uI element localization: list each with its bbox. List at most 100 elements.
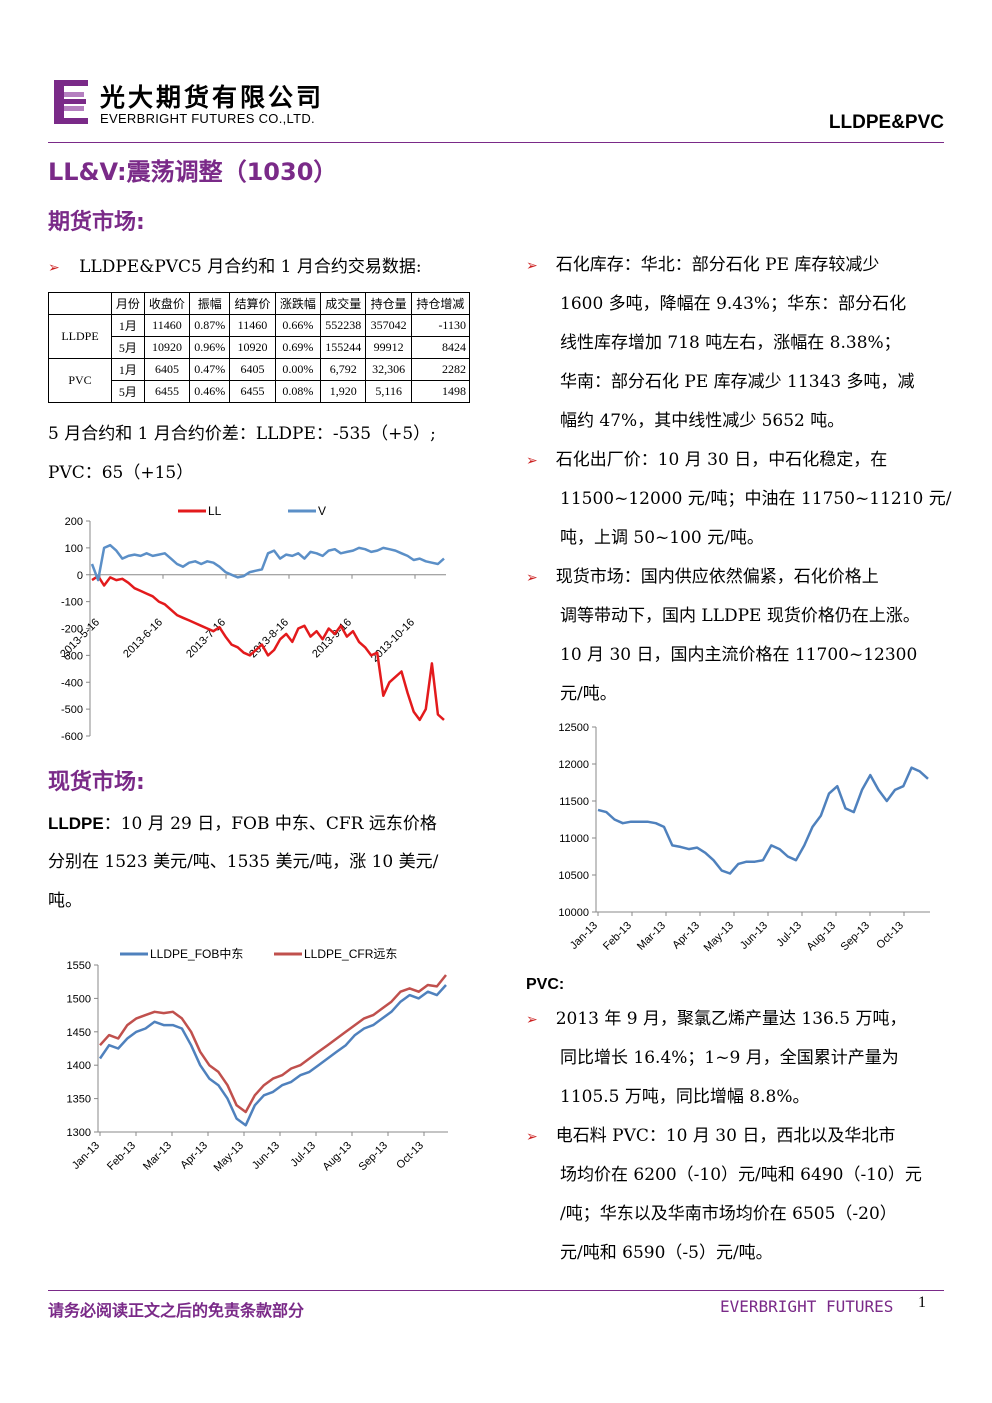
x-tick-label: Feb-13 — [601, 920, 634, 953]
b3-line: 10 月 30 日，国内主流价格在 11700~12300 — [560, 636, 917, 675]
table-cell: 2282 — [410, 358, 471, 381]
x-tick-label: Feb-13 — [105, 1140, 138, 1173]
b4-text: 1105.5 万吨，同比增幅 8.8%。 — [560, 1087, 810, 1107]
x-tick-label: May-13 — [702, 920, 736, 954]
footer-divider — [48, 1290, 944, 1291]
y-tick-label: 100 — [65, 543, 83, 555]
futures-intro: ➢ LLDPE&PVC5 月合约和 1 月合约交易数据: — [48, 252, 422, 277]
y-tick-label: -500 — [61, 704, 83, 716]
b5-line: ➢ 电石料 PVC：10 月 30 日，西北以及华北市 — [526, 1117, 895, 1157]
y-tick-label: 10000 — [558, 907, 589, 919]
table-cell: 5,116 — [365, 380, 412, 403]
b1-text: 幅约 47%，其中线性减少 5652 吨。 — [560, 411, 845, 431]
report-title: LL&V:震荡调整（1030） — [48, 158, 338, 186]
b3-line: 元/吨。 — [560, 675, 617, 714]
table-header-cell: 振幅 — [189, 292, 231, 315]
lldpe-label: LLDPE — [48, 814, 104, 833]
pvc-heading: PVC: — [526, 976, 565, 993]
table-cell: 1月 — [111, 358, 145, 381]
company-logo — [50, 78, 90, 126]
page-number: 1 — [918, 1294, 926, 1311]
table-header-cell: 持仓增减 — [410, 292, 471, 315]
table-cell: 1498 — [410, 380, 471, 403]
x-tick-label: 2013-9-16 — [310, 616, 354, 660]
series-line-2 — [90, 543, 445, 582]
b5-text: /吨；华东以及华南市场均价在 6505（-20） — [560, 1204, 897, 1224]
b2-text: 11500~12000 元/吨；中油在 11750~11210 元/ — [560, 489, 952, 509]
table-cell: 357042 — [365, 314, 412, 337]
b4-line: 同比增长 16.4%；1~9 月，全国累计产量为 — [560, 1039, 899, 1078]
legend-label: LLDPE_CFR远东 — [304, 947, 397, 961]
b3-text: 10 月 30 日，国内主流价格在 11700~12300 — [560, 645, 918, 665]
table-cell: 552238 — [320, 314, 367, 337]
b2-line: 11500~12000 元/吨；中油在 11750~11210 元/ — [560, 480, 951, 519]
b3-text: 元/吨。 — [560, 684, 617, 704]
x-tick-label: Aug-13 — [321, 1140, 355, 1174]
b1-line: 华南：部分石化 PE 库存减少 11343 多吨，减 — [560, 363, 915, 402]
header-divider — [48, 142, 944, 143]
x-tick-label: Jan-13 — [568, 920, 600, 952]
b3-text: 调等带动下，国内 LLDPE 现货价格仍在上涨。 — [560, 606, 920, 626]
x-tick-label: Apr-13 — [178, 1140, 210, 1172]
futures-intro-text: LLDPE&PVC5 月合约和 1 月合约交易数据: — [79, 257, 422, 277]
x-tick-label: May-13 — [212, 1140, 246, 1174]
table-row: LLDPE 1月 11460 0.87% 11460 0.66% 552238 … — [48, 314, 471, 359]
y-tick-label: 1550 — [67, 960, 91, 972]
x-tick-label: Oct-13 — [394, 1140, 426, 1172]
x-tick-label: Jun-13 — [738, 920, 770, 952]
x-tick-label: 2013-10-16 — [369, 616, 417, 664]
y-tick-label: 1400 — [67, 1060, 91, 1072]
legend-label: LL — [208, 504, 222, 518]
spot-lldpe-line-3: 吨。 — [48, 891, 82, 911]
futures-table: 月份 收盘价 振幅 结算价 涨跌幅 成交量 持仓量 持仓增减 LLDPE 1月 … — [48, 292, 471, 403]
b3-line: 调等带动下，国内 LLDPE 现货价格仍在上涨。 — [560, 597, 920, 636]
table-cell: 6455 — [229, 380, 276, 403]
x-tick-label: Sep-13 — [839, 920, 873, 954]
x-tick-label: Sep-13 — [357, 1140, 391, 1174]
x-tick-label: Jun-13 — [250, 1140, 282, 1172]
b1-text: 石化库存：华北：部分石化 PE 库存较减少 — [555, 255, 880, 275]
table-cell: 0.66% — [274, 314, 322, 337]
table-row: 5月 10920 0.96% 10920 0.69% 155244 99912 … — [49, 336, 471, 359]
footer-disclaimer: 请务必阅读正文之后的免责条款部分 — [48, 1301, 305, 1320]
spread-chart: 2001000-100-200-300-400-500-6002013-5-16… — [58, 504, 446, 743]
bullet-arrow-icon: ➢ — [48, 260, 60, 276]
y-tick-label: -300 — [61, 650, 83, 662]
spot-lldpe-text: ：10 月 29 日，FOB 中东、CFR 远东价格 — [103, 814, 437, 834]
b4-text: 2013 年 9 月，聚氯乙烯产量达 136.5 万吨， — [555, 1009, 907, 1029]
y-tick-label: -400 — [61, 677, 83, 689]
table-header-row: 月份 收盘价 振幅 结算价 涨跌幅 成交量 持仓量 持仓增减 — [48, 292, 471, 315]
table-cell: 0.46% — [189, 380, 231, 403]
legend-label: LLDPE_FOB中东 — [150, 946, 243, 961]
b5-line: 场均价在 6200（-10）元/吨和 6490（-10）元 — [560, 1156, 922, 1195]
footer-brand: EVERBRIGHT FUTURES — [720, 1297, 894, 1316]
y-tick-label: 11500 — [559, 796, 589, 808]
b5-line: 元/吨和 6590（-5）元/吨。 — [560, 1234, 773, 1273]
table-cell: 0.00% — [274, 358, 322, 381]
b1-text: 1600 多吨，降幅在 9.43%；华东：部分石化 — [560, 294, 907, 314]
b4-line: ➢ 2013 年 9 月，聚氯乙烯产量达 136.5 万吨， — [526, 1000, 907, 1040]
y-tick-label: 11000 — [559, 833, 589, 845]
x-tick-label: Mar-13 — [141, 1140, 174, 1173]
bullet-arrow-icon: ➢ — [526, 1012, 538, 1028]
table-cell: 1,920 — [320, 380, 367, 403]
series-line-2 — [99, 974, 447, 1114]
futures-heading: 期货市场: — [48, 210, 145, 235]
table-header-cell: 月份 — [111, 292, 145, 315]
x-tick-label: Jul-13 — [774, 920, 804, 950]
b1-line: 1600 多吨，降幅在 9.43%；华东：部分石化 — [560, 285, 906, 324]
company-name-en: EVERBRIGHT FUTURES CO.,LTD. — [100, 111, 315, 126]
table-cell: 32,306 — [365, 358, 412, 381]
b5-line: /吨；华东以及华南市场均价在 6505（-20） — [560, 1195, 897, 1234]
spot-heading: 现货市场: — [48, 770, 145, 795]
series-line-1 — [98, 984, 447, 1127]
table-cell: 11460 — [229, 314, 276, 337]
table-row: PVC 1月 6405 0.47% 6405 0.00% 6,792 32,30… — [48, 358, 471, 403]
y-tick-label: 10500 — [558, 870, 589, 882]
x-tick-label: Aug-13 — [805, 920, 839, 954]
table-cell: 0.96% — [189, 336, 231, 359]
spot-lldpe-line-1: LLDPE：10 月 29 日，FOB 中东、CFR 远东价格 — [48, 804, 437, 844]
x-tick-label: Apr-13 — [670, 920, 702, 952]
